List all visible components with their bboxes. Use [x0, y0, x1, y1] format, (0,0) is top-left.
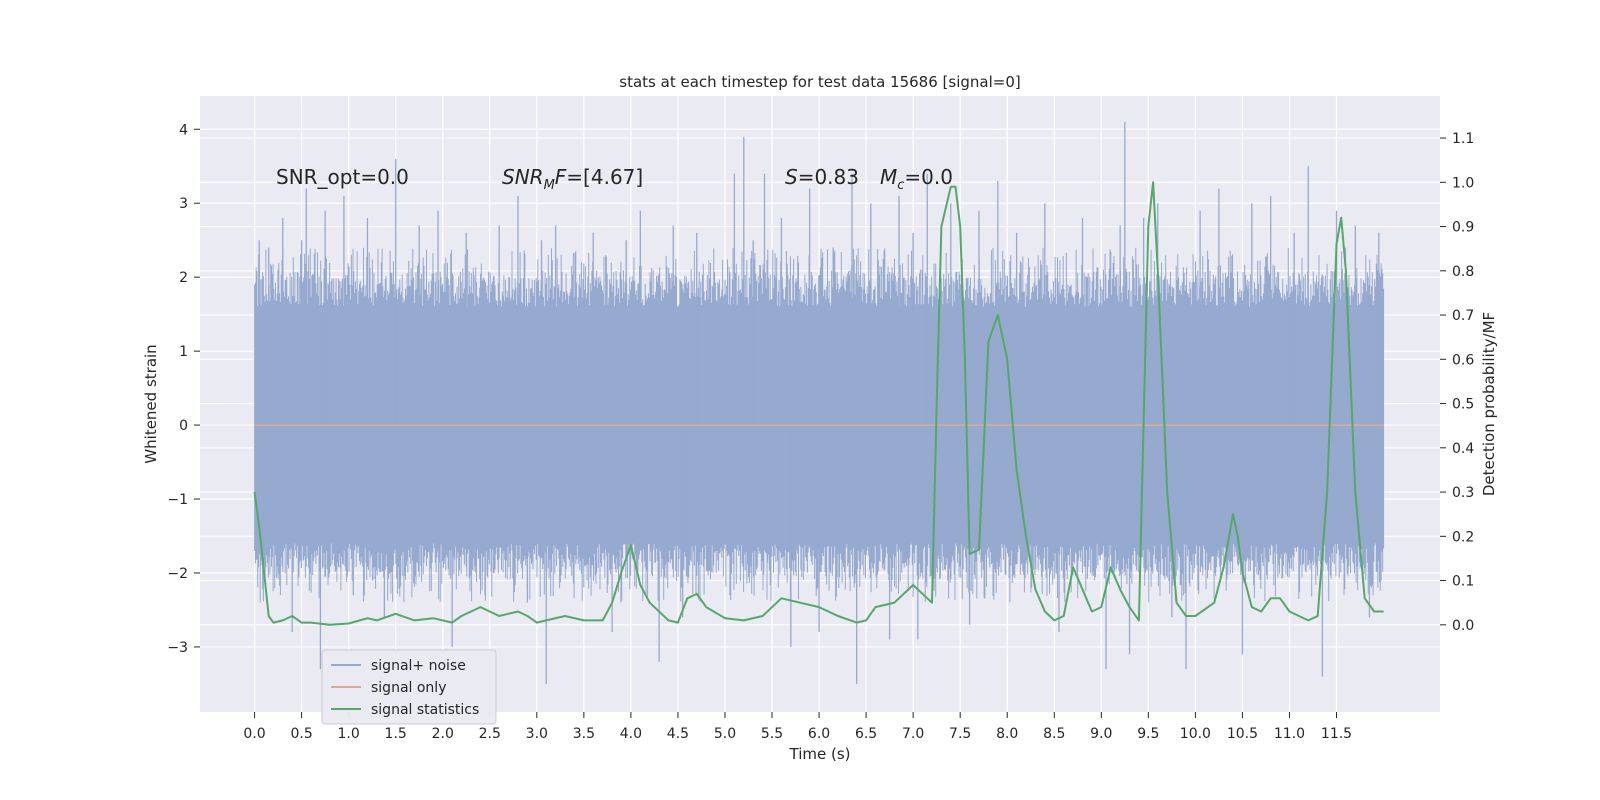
- y2-tick-label-2: 0.9: [1452, 220, 1474, 236]
- x-tick-label-12: 6.0: [808, 726, 830, 742]
- y-tick-label-1: 3: [179, 196, 188, 212]
- y-axis-label: Whitened strain: [142, 344, 160, 463]
- x-tick-label-5: 2.5: [479, 726, 501, 742]
- x-tick-label-13: 6.5: [855, 726, 877, 742]
- y-tick-label-5: −1: [167, 492, 188, 508]
- snr-mf-subscript: M: [544, 178, 555, 193]
- y2-tick-label-3: 0.8: [1452, 264, 1474, 280]
- snr-mf-value: =[4.67]: [566, 165, 643, 189]
- x-tick-label-0: 0.0: [243, 726, 265, 742]
- x-tick-label-22: 11.0: [1274, 726, 1305, 742]
- y2-tick-label-10: 0.1: [1452, 574, 1474, 590]
- x-tick-label-8: 4.0: [620, 726, 642, 742]
- x-tick-label-9: 4.5: [667, 726, 689, 742]
- y2-tick-label-9: 0.2: [1452, 529, 1474, 545]
- x-tick-label-23: 11.5: [1321, 726, 1352, 742]
- x-tick-label-20: 10.0: [1180, 726, 1211, 742]
- y2-tick-label-1: 1.0: [1452, 175, 1474, 191]
- y-tick-label-0: 4: [179, 122, 188, 138]
- x-tick-label-18: 9.0: [1090, 726, 1112, 742]
- y2-axis-label: Detection probability/MF: [1480, 312, 1498, 496]
- x-tick-label-2: 1.0: [338, 726, 360, 742]
- snr-mf-suffix: F: [555, 165, 567, 189]
- annotation-mc: Mc=0.0: [880, 165, 953, 193]
- x-axis-ticks: 0.0 0.5 1.0 1.5 2.0 2.5 3.0 3.5 4.0 4.5 5.0 5.5 6.0 6…: [243, 712, 1352, 742]
- mc-name: M: [880, 165, 897, 189]
- x-tick-label-17: 8.5: [1043, 726, 1065, 742]
- y2-tick-label-0: 1.1: [1452, 131, 1474, 147]
- chart-title: stats at each timestep for test data 156…: [619, 73, 1020, 91]
- x-tick-label-16: 8.0: [996, 726, 1018, 742]
- x-tick-label-1: 0.5: [290, 726, 312, 742]
- annotations: SNR_opt=0.0 SNRMF=[4.67] S=0.83 Mc=0.0: [276, 165, 953, 193]
- x-tick-label-15: 7.5: [949, 726, 971, 742]
- y2-tick-label-6: 0.5: [1452, 397, 1474, 413]
- x-tick-label-4: 2.0: [432, 726, 454, 742]
- y2-tick-label-7: 0.4: [1452, 441, 1474, 457]
- x-tick-label-3: 1.5: [385, 726, 407, 742]
- legend-box: [321, 649, 497, 725]
- y2-tick-label-5: 0.6: [1452, 352, 1474, 368]
- annotation-snr-mf: SNRMF=[4.67]: [502, 165, 643, 193]
- mc-subscript: c: [897, 178, 904, 193]
- legend-label-signal-only: signal only: [371, 680, 446, 696]
- annotation-s: S=0.83: [785, 165, 859, 189]
- annotation-snr-opt: SNR_opt=0.0: [276, 165, 409, 189]
- y2-tick-label-8: 0.3: [1452, 485, 1474, 501]
- legend-label-signal-noise: signal+ noise: [371, 658, 466, 674]
- x-tick-label-10: 5.0: [714, 726, 736, 742]
- x-tick-label-21: 10.5: [1227, 726, 1258, 742]
- y-tick-label-2: 2: [179, 270, 188, 286]
- s-name: S: [785, 165, 798, 189]
- y2-tick-label-4: 0.7: [1452, 308, 1474, 324]
- y-axis-ticks: 4 3 2 1 0 −1 −2 −3: [167, 122, 200, 656]
- x-tick-label-7: 3.5: [573, 726, 595, 742]
- y2-tick-label-11: 0.0: [1452, 618, 1474, 634]
- snr-mf-name: SNR: [502, 165, 544, 189]
- mc-value: =0.0: [904, 165, 953, 189]
- signal-statistics-series: [253, 181, 1384, 626]
- legend-label-signal-statistics: signal statistics: [371, 702, 479, 718]
- s-value: =0.83: [798, 165, 859, 189]
- y-tick-label-4: 0: [179, 418, 188, 434]
- x-tick-label-14: 7.0: [902, 726, 924, 742]
- y-tick-label-3: 1: [179, 344, 188, 360]
- y2-axis-ticks: 1.1 1.0 0.9 0.8 0.7 0.6 0.5 0.4 0.3 0.2 0.1 0.0: [1440, 131, 1474, 634]
- x-tick-label-19: 9.5: [1137, 726, 1159, 742]
- y-tick-label-7: −3: [167, 640, 188, 656]
- x-axis-label: Time (s): [789, 745, 851, 763]
- legend: signal+ noise signal only signal statist…: [321, 649, 497, 725]
- y-tick-label-6: −2: [167, 566, 188, 582]
- x-tick-label-6: 3.0: [526, 726, 548, 742]
- signal-statistics-line: [253, 181, 1384, 626]
- x-tick-label-11: 5.5: [761, 726, 783, 742]
